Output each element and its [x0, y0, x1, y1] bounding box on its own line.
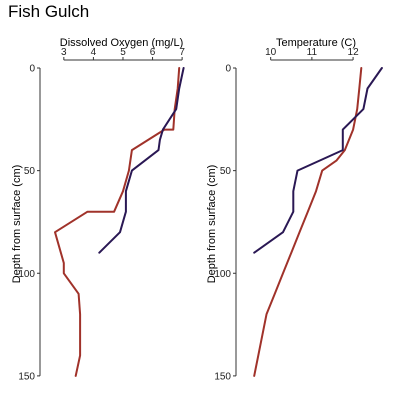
panel-2-x-axis-title: Temperature (C): [276, 37, 356, 49]
panel-1-series-line-1: [55, 68, 179, 376]
panel-1-y-tick-label-1: 50: [24, 166, 36, 177]
panel-1-y-tick-label-0: 0: [29, 64, 35, 75]
panel-1-x-axis-title: Dissolved Oxygen (mg/L): [60, 37, 184, 49]
panel-1-series-line-2: [99, 68, 183, 253]
panel-2-y-tick-label-1: 50: [220, 166, 232, 177]
panel-2-y-tick-label-0: 0: [225, 64, 231, 75]
panel-2-series-line-2: [254, 68, 382, 253]
panel-2-x-tick-label-0: 10: [265, 47, 277, 58]
panel-1-y-axis-title: Depth from surface (cm): [11, 165, 23, 284]
panel-1-y-tick-label-3: 150: [18, 371, 35, 382]
panel-2-series-line-1: [254, 68, 361, 376]
panel-2-y-tick-label-3: 150: [214, 371, 231, 382]
panel-2-y-axis-title: Depth from surface (cm): [206, 165, 218, 284]
